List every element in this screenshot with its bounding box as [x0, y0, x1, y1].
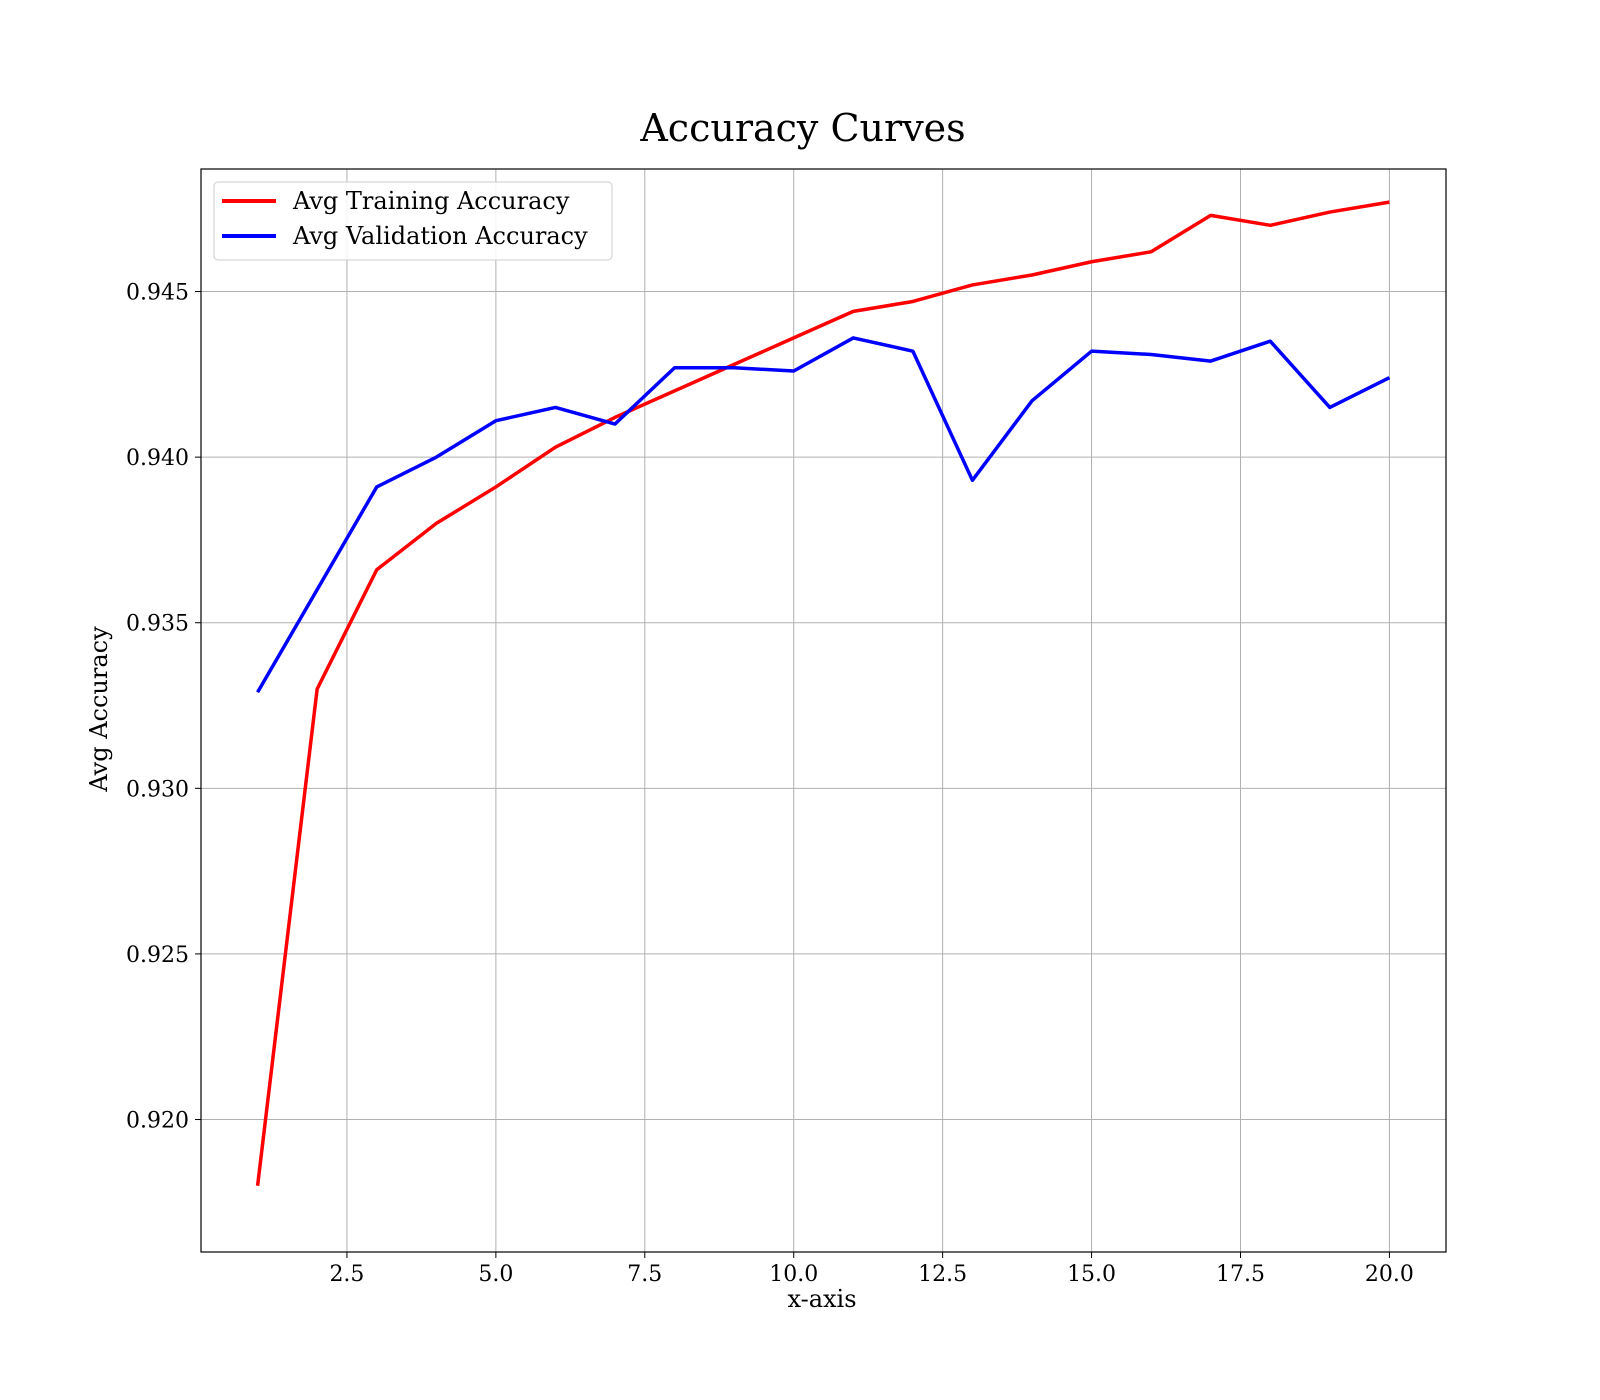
y-tick-label: 0.930	[126, 777, 189, 802]
legend-box	[213, 181, 613, 261]
chart-title: Accuracy Curves	[639, 106, 965, 150]
x-tick-label: 5.0	[478, 1262, 513, 1287]
x-tick-label: 10.0	[769, 1262, 818, 1287]
plot-frame	[200, 168, 1447, 1253]
series-lines	[255, 200, 1391, 1186]
x-tick-label: 17.5	[1216, 1262, 1265, 1287]
grid	[201, 169, 1446, 1252]
legend: Avg Training Accuracy Avg Validation Acc…	[213, 181, 613, 261]
y-tick-label: 0.920	[126, 1109, 189, 1134]
y-tick-label: 0.940	[126, 446, 189, 471]
x-tick-label: 15.0	[1067, 1262, 1116, 1287]
y-tick-label: 0.935	[126, 612, 189, 637]
x-axis-ticks: 2.5 5.0 7.5 10.0 12.5 15.0 17.5 20.0	[329, 1252, 1414, 1287]
legend-label-training: Avg Training Accuracy	[292, 187, 570, 215]
validation-accuracy-line	[256, 336, 1391, 694]
x-tick-label: 20.0	[1365, 1262, 1414, 1287]
y-tick-label: 0.925	[126, 943, 189, 968]
legend-label-validation: Avg Validation Accuracy	[292, 222, 588, 250]
x-axis-label: x-axis	[787, 1285, 856, 1313]
y-tick-label: 0.945	[126, 281, 189, 306]
training-accuracy-line	[255, 200, 1390, 1186]
y-axis-label: Avg Accuracy	[85, 626, 113, 793]
x-tick-label: 7.5	[627, 1262, 662, 1287]
x-tick-label: 2.5	[329, 1262, 364, 1287]
x-tick-label: 12.5	[918, 1262, 967, 1287]
y-axis-ticks: 0.920 0.925 0.930 0.935 0.940 0.945	[126, 281, 201, 1134]
